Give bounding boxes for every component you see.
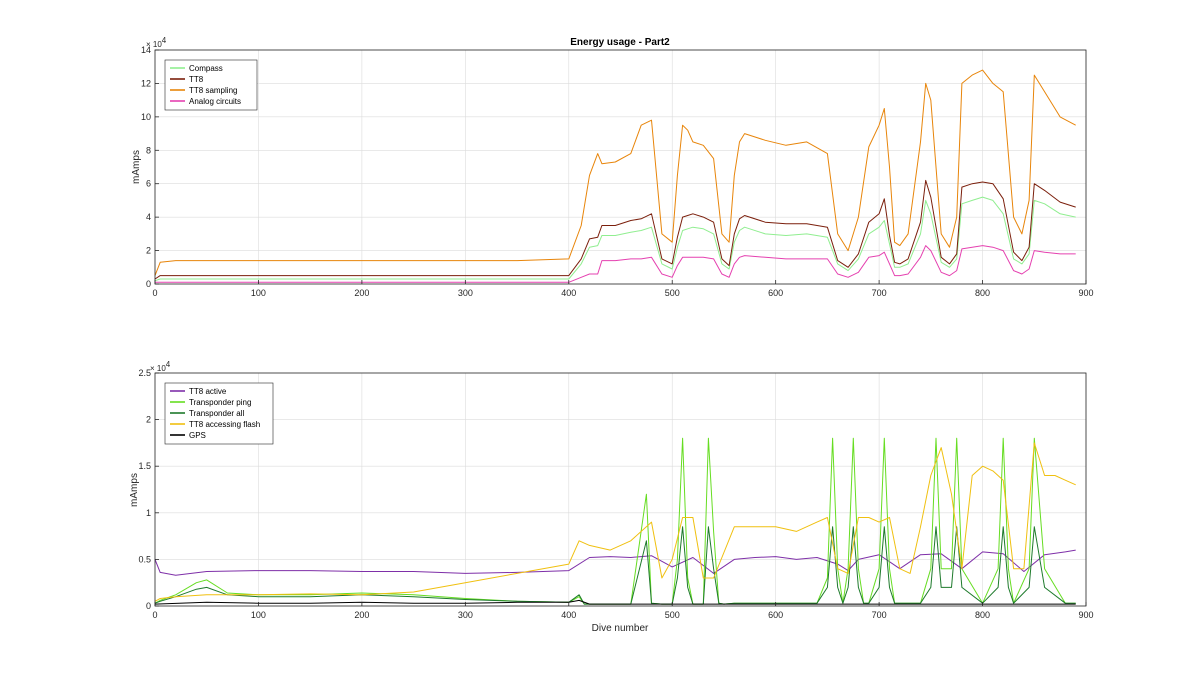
x-tick-label: 0 (152, 610, 157, 620)
legend: TT8 active Transponder ping Transponder al… (164, 382, 274, 445)
y-tick-label: 6 (146, 179, 151, 189)
x-tick-label: 200 (354, 610, 369, 620)
legend-label-tt8-sampling: TT8 sampling (189, 86, 237, 95)
x-tick-label: 700 (872, 610, 887, 620)
energy-usage-chart: 0 100 200 300 400 500 600 700 800 90002468101214 … (131, 36, 1094, 298)
x-tick-label: 900 (1078, 610, 1093, 620)
y-tick-label: 2 (146, 415, 151, 425)
series-line-compass (154, 196, 1076, 282)
y-axis-title: mAmps (129, 473, 140, 507)
y-axis-title: mAmps (131, 150, 142, 184)
series-line-tt8-accessing-flash (154, 442, 1076, 602)
x-tick-label: 600 (768, 610, 783, 620)
y-tick-label: 0 (146, 279, 151, 289)
series-line-gps (154, 599, 1076, 605)
plot-area-background (155, 50, 1086, 284)
legend-label-compass: Compass (189, 64, 223, 73)
x-tick-label: 0 (152, 288, 157, 298)
legend-label-gps: GPS (189, 431, 206, 440)
y-tick-label: 8 (146, 145, 151, 155)
series-line-analog-circuits (155, 245, 1076, 283)
transponder-gps-chart: 0 100 200 300 400 500 600 700 800 900 0 0.5 1 1.5 2 2.5… (129, 360, 1094, 634)
y-tick-label: 2 (146, 246, 151, 256)
series-line-tt8 (154, 179, 1076, 280)
series-layer (154, 437, 1076, 605)
series-layer (154, 69, 1076, 283)
y-tick-label: 4 (146, 212, 151, 222)
chart-title: Energy usage - Part2 (570, 37, 670, 48)
x-tick-label: 600 (768, 288, 783, 298)
y-tick-label: 1 (146, 508, 151, 518)
y-tick-label: 14 (141, 45, 151, 55)
y-multiplier-label: × 10 (150, 364, 166, 373)
legend: Compass TT8 TT8 sampling Analog circuits (164, 59, 258, 111)
ticks (154, 372, 1087, 607)
y-tick-label: 12 (141, 78, 151, 88)
x-tick-label: 800 (975, 610, 990, 620)
y-tick-label: 0.5 (138, 554, 151, 564)
axes-box (154, 372, 1087, 607)
y-tick-label: 2.5 (138, 368, 151, 378)
x-tick-label: 100 (251, 288, 266, 298)
y-axis-multiplier: × 104 (146, 36, 167, 49)
axes-box (154, 49, 1087, 285)
series-line-transponder-all (154, 526, 1076, 605)
y-axis-multiplier: × 104 (150, 360, 171, 373)
x-tick-label: 400 (561, 288, 576, 298)
x-axis-title: Dive number (592, 623, 649, 634)
legend-label-transponder-all: Transponder all (189, 409, 245, 418)
legend-label-tt8-active: TT8 active (189, 387, 227, 396)
y-multiplier-exponent: 4 (166, 360, 171, 369)
legend-label-tt8: TT8 (189, 75, 204, 84)
ticks (154, 49, 1087, 285)
x-tick-label: 300 (458, 288, 473, 298)
x-tick-label: 300 (458, 610, 473, 620)
series-line-tt8-sampling (154, 69, 1076, 276)
x-tick-label: 200 (354, 288, 369, 298)
legend-label-analog-circuits: Analog circuits (189, 97, 241, 106)
y-tick-label: 10 (141, 112, 151, 122)
legend-label-transponder-ping: Transponder ping (189, 398, 251, 407)
x-tick-label: 900 (1078, 288, 1093, 298)
x-tick-label: 500 (665, 610, 680, 620)
x-tick-label: 100 (251, 610, 266, 620)
tick-labels: 0 100 200 300 400 500 600 700 800 900 0 0.5 1 1.5 2 2.5 (138, 368, 1093, 620)
y-multiplier-exponent: 4 (162, 36, 167, 45)
x-tick-label: 800 (975, 288, 990, 298)
legend-label-tt8-accessing-flash: TT8 accessing flash (189, 420, 260, 429)
y-multiplier-label: × 10 (146, 40, 162, 49)
x-tick-label: 700 (872, 288, 887, 298)
x-tick-label: 400 (561, 610, 576, 620)
x-tick-label: 500 (665, 288, 680, 298)
y-tick-label: 1.5 (138, 461, 151, 471)
tick-labels: 0 100 200 300 400 500 600 700 800 900 0 2 4 6 8 10 12 14 (141, 45, 1094, 298)
y-tick-label: 0 (146, 601, 151, 611)
